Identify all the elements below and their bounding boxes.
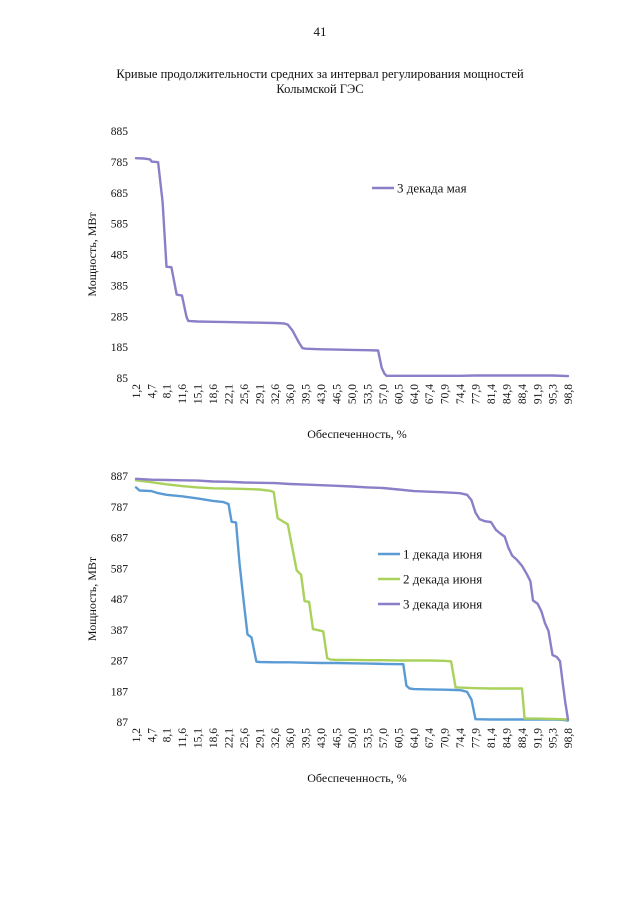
y-tick-label: 587 (111, 563, 129, 575)
x-tick-label: 67,4 (424, 384, 436, 404)
x-tick-label: 84,9 (501, 728, 513, 748)
x-tick-label: 70,9 (440, 728, 452, 748)
legend-label: 1 декада июня (403, 547, 482, 562)
legend-label: 2 декада июня (403, 572, 482, 587)
document-title-line-2: Колымской ГЭС (276, 82, 364, 96)
x-tick-label: 11,6 (177, 728, 189, 748)
x-tick-label: 4,7 (146, 384, 158, 399)
y-tick-label: 387 (111, 625, 129, 637)
x-tick-label: 77,9 (470, 384, 482, 404)
x-tick-label: 88,4 (517, 384, 529, 404)
document-title-line-1: Кривые продолжительности средних за инте… (116, 67, 524, 81)
x-tick-label: 98,8 (563, 384, 575, 404)
x-tick-label: 22,1 (224, 728, 236, 748)
x-tick-label: 36,0 (285, 384, 297, 404)
y-tick-label: 885 (111, 126, 129, 138)
x-tick-label: 53,5 (362, 384, 374, 404)
x-tick-label: 18,6 (208, 728, 220, 748)
x-tick-label: 1,2 (131, 384, 143, 399)
x-tick-label: 11,6 (177, 384, 189, 404)
document-title: Кривые продолжительности средних за инте… (60, 67, 580, 97)
x-tick-label: 8,1 (162, 384, 174, 399)
page-number: 41 (313, 24, 327, 39)
x-tick-label: 25,6 (239, 384, 251, 404)
x-tick-label: 50,0 (347, 384, 359, 404)
series-line-june-2 (134, 479, 570, 721)
x-tick-label: 98,8 (563, 728, 575, 748)
y-axis-title: Мощность, МВт (85, 556, 99, 641)
x-tick-label: 29,1 (254, 728, 266, 748)
y-tick-label: 385 (111, 280, 129, 292)
x-tick-label: 43,0 (316, 728, 328, 748)
x-tick-label: 50,0 (347, 728, 359, 748)
y-tick-label: 487 (111, 594, 129, 606)
y-tick-label: 285 (111, 311, 129, 323)
x-tick-label: 74,4 (455, 728, 467, 748)
x-tick-label: 15,1 (193, 728, 205, 748)
x-tick-label: 32,6 (270, 728, 282, 748)
x-tick-label: 53,5 (362, 728, 374, 748)
x-tick-label: 22,1 (224, 384, 236, 404)
chart-june-capacity-duration: 887 787 687 587 487 387 287 187 871,2 4,7 8,1 11,6 1… (85, 471, 575, 785)
y-tick-label: 185 (111, 342, 129, 354)
legend-label: 3 декада мая (397, 181, 467, 196)
x-tick-label: 57,0 (378, 728, 390, 748)
y-tick-label: 887 (111, 471, 129, 483)
x-tick-label: 77,9 (470, 728, 482, 748)
x-tick-label: 39,5 (301, 384, 313, 404)
y-tick-label: 187 (111, 686, 129, 698)
x-tick-label: 36,0 (285, 728, 297, 748)
chart-may-capacity-duration: 885 785 685 585 485 385 285 185 851,2 4,7 8,1 11,6 1… (85, 126, 575, 441)
y-axis-title: Мощность, МВт (85, 212, 99, 297)
x-tick-label: 39,5 (301, 728, 313, 748)
x-tick-label: 88,4 (517, 728, 529, 748)
series-line-may-1 (134, 157, 570, 378)
series-line-june-1 (134, 486, 570, 722)
y-tick-label: 85 (117, 373, 129, 385)
x-tick-label: 81,4 (486, 728, 498, 748)
x-tick-label: 60,5 (393, 384, 405, 404)
x-tick-label: 95,3 (548, 384, 560, 404)
y-tick-label: 87 (117, 717, 129, 729)
x-tick-label: 64,0 (409, 728, 421, 748)
x-axis-title: Обеспеченность, % (307, 771, 407, 785)
x-tick-label: 29,1 (254, 384, 266, 404)
x-tick-label: 91,9 (532, 728, 544, 748)
x-tick-label: 91,9 (532, 384, 544, 404)
y-tick-label: 685 (111, 188, 129, 200)
y-tick-label: 287 (111, 656, 129, 668)
x-tick-label: 18,6 (208, 384, 220, 404)
y-tick-label: 787 (111, 502, 129, 514)
x-tick-label: 43,0 (316, 384, 328, 404)
x-tick-label: 15,1 (193, 384, 205, 404)
x-tick-label: 84,9 (501, 384, 513, 404)
x-tick-label: 81,4 (486, 384, 498, 404)
x-tick-label: 95,3 (548, 728, 560, 748)
x-tick-label: 64,0 (409, 384, 421, 404)
x-tick-label: 70,9 (440, 384, 452, 404)
y-tick-label: 485 (111, 250, 129, 262)
y-tick-label: 785 (111, 157, 129, 169)
x-axis-title: Обеспеченность, % (307, 427, 407, 441)
x-tick-label: 67,4 (424, 728, 436, 748)
x-tick-label: 1,2 (131, 728, 143, 743)
x-tick-label: 32,6 (270, 384, 282, 404)
legend-label: 3 декада июня (403, 597, 482, 612)
series-line-june-3 (134, 477, 570, 721)
x-tick-label: 25,6 (239, 728, 251, 748)
x-tick-label: 4,7 (146, 728, 158, 743)
x-tick-label: 46,5 (332, 728, 344, 748)
x-tick-label: 46,5 (332, 384, 344, 404)
y-tick-label: 687 (111, 533, 129, 545)
x-tick-label: 8,1 (162, 728, 174, 743)
y-tick-label: 585 (111, 219, 129, 231)
x-tick-label: 60,5 (393, 728, 405, 748)
x-tick-label: 57,0 (378, 384, 390, 404)
x-tick-label: 74,4 (455, 384, 467, 404)
